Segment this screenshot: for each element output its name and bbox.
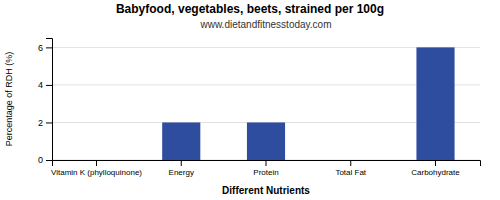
tick-mark — [46, 47, 52, 48]
grid-line — [52, 84, 480, 85]
subtitle: www.dietandfitnesstoday.com — [200, 19, 332, 30]
x-tick: Protein — [253, 160, 278, 177]
title: Babyfood, vegetables, beets, strained pe… — [116, 2, 384, 16]
tick-label: 4 — [38, 80, 43, 90]
tick-label: Energy — [169, 168, 194, 177]
tick-mark — [46, 122, 52, 123]
x-tick: Energy — [169, 160, 194, 177]
chart: Babyfood, vegetables, beets, strained pe… — [0, 0, 500, 200]
bar — [77, 160, 115, 161]
y-tick: 0 — [38, 155, 52, 165]
y-tick: 4 — [38, 80, 52, 90]
grid — [52, 47, 480, 160]
tick-mark — [350, 160, 351, 166]
tick-mark — [46, 160, 52, 161]
tick-mark — [266, 160, 267, 166]
bars — [162, 47, 454, 160]
tick-label: 0 — [38, 155, 43, 165]
x-tick: Carbohydrate — [411, 160, 460, 177]
bar — [416, 47, 454, 160]
y-axis-title: Percentage of RDH (%) — [4, 52, 14, 147]
tick-label: 6 — [38, 43, 43, 53]
tick-label: Vitamin K (phylloquinone) — [51, 168, 142, 177]
grid-line — [52, 47, 480, 48]
bar — [332, 160, 370, 161]
tick-mark — [435, 160, 436, 166]
bar — [162, 122, 200, 160]
axis-line — [53, 161, 481, 167]
tick-mark — [96, 160, 97, 166]
tick-mark — [46, 85, 52, 86]
tick-label: Protein — [253, 168, 278, 177]
y-tick: 6 — [38, 43, 52, 53]
x-tick: Vitamin K (phylloquinone) — [51, 160, 142, 177]
x-axis: Vitamin K (phylloquinone) Energy Protein To… — [51, 160, 481, 177]
plot: 0 2 4 6 Vitamin K (phylloquinone) Energy Prote… — [38, 39, 481, 177]
x-axis-title: Different Nutrients — [222, 185, 310, 196]
y-tick: 2 — [38, 118, 52, 128]
tick-label: 2 — [38, 118, 43, 128]
tick-label: Carbohydrate — [411, 168, 460, 177]
tick-mark — [181, 160, 182, 166]
y-axis: 0 2 4 6 — [38, 39, 53, 166]
tick-label: Total Fat — [335, 168, 366, 177]
bar — [247, 122, 285, 160]
x-tick: Total Fat — [335, 160, 366, 177]
axis-line — [46, 39, 53, 161]
